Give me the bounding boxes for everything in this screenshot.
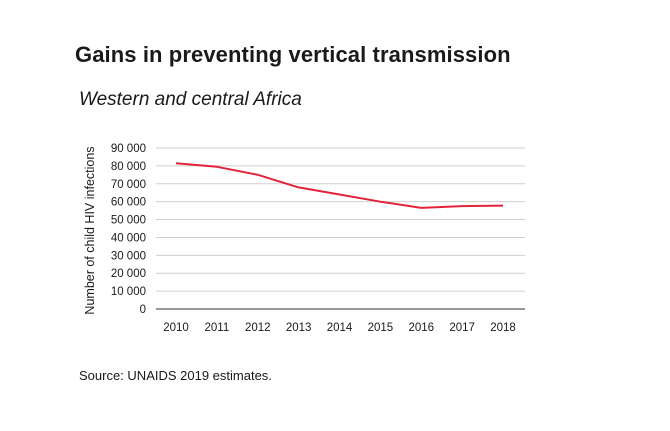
y-tick-label: 60 000 — [111, 197, 146, 209]
source-note: Source: UNAIDS 2019 estimates. — [79, 368, 272, 383]
x-tick-label: 2013 — [286, 322, 312, 334]
y-tick-label: 30 000 — [111, 250, 146, 262]
x-tick-label: 2014 — [327, 322, 353, 334]
y-tick-label: 10 000 — [111, 286, 146, 298]
y-axis-ticks: 0 10 000 20 000 30 000 40 000 50 000 60 000 70 … — [111, 143, 146, 316]
y-tick-label: 90 000 — [111, 143, 146, 155]
y-tick-label: 20 000 — [111, 268, 146, 280]
x-tick-label: 2011 — [205, 322, 230, 334]
x-tick-label: 2012 — [245, 322, 271, 334]
x-tick-label: 2015 — [368, 322, 394, 334]
y-axis-label: Number of child HIV infections — [83, 146, 97, 314]
y-tick-label: 70 000 — [111, 179, 146, 191]
gridlines — [156, 147, 525, 292]
y-tick-label: 80 000 — [111, 161, 146, 173]
x-tick-label: 2018 — [490, 322, 516, 334]
x-tick-label: 2016 — [408, 322, 434, 334]
y-tick-label: 40 000 — [111, 232, 146, 244]
series-line — [175, 162, 504, 209]
chart-subtitle: Western and central Africa — [79, 89, 302, 110]
x-tick-label: 2017 — [449, 322, 475, 334]
x-axis-ticks: 2010 2011 2012 2013 2014 2015 2016 2017 2018 — [163, 322, 516, 334]
chart-title: Gains in preventing vertical transmissio… — [75, 42, 511, 67]
y-tick-label: 0 — [140, 304, 146, 316]
x-tick-label: 2010 — [163, 322, 189, 334]
y-tick-label: 50 000 — [111, 215, 146, 227]
